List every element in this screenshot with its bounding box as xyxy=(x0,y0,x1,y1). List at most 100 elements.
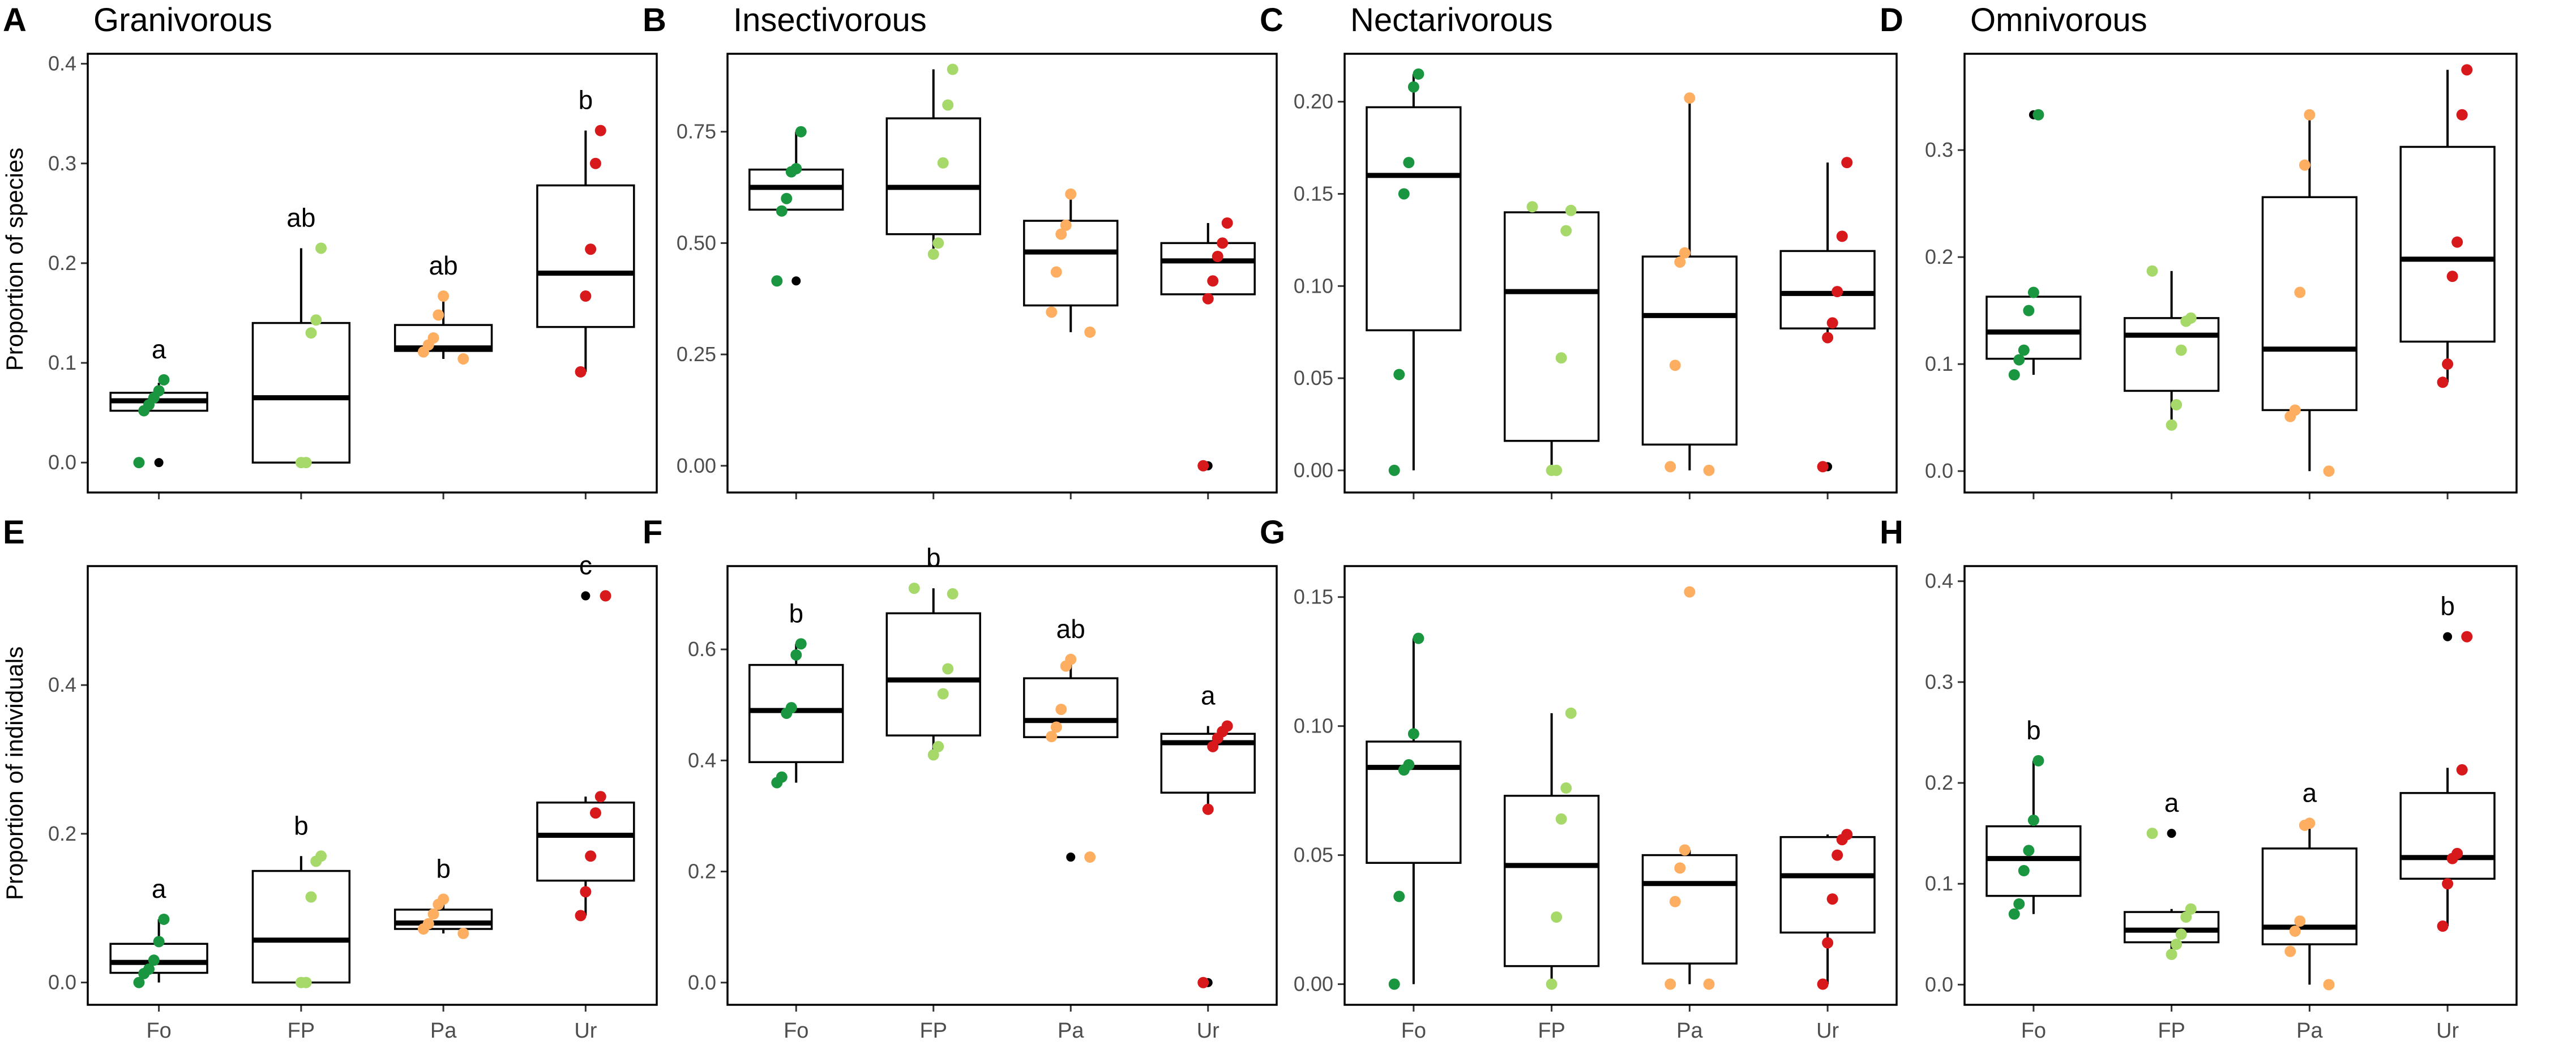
data-point xyxy=(932,237,944,249)
box-iqr xyxy=(1986,295,2082,360)
panel-c: C Nectarivorous 0.00 0.05 0.10 0.15 0.20 xyxy=(1260,2,1898,499)
panel-e-y-tick-label: 0.0 xyxy=(48,971,76,994)
data-point xyxy=(2461,631,2473,643)
data-point xyxy=(305,327,317,339)
data-point xyxy=(300,457,312,469)
data-point xyxy=(1836,230,1848,242)
box-c-ur xyxy=(1779,157,1876,473)
data-point xyxy=(942,663,954,675)
panel-d: D Omnivorous 0.0 0.1 0.2 0.3 xyxy=(1880,2,2518,499)
data-point xyxy=(594,791,606,803)
data-point xyxy=(310,314,322,326)
box-outlier xyxy=(1066,853,1076,862)
data-point xyxy=(2456,764,2468,776)
panel-h-y-tick-label: 0.3 xyxy=(1925,670,1953,693)
data-point xyxy=(1841,829,1853,841)
panel-h: H 0.0 0.1 0.2 0.3 0.4 Fo FP Pa Ur b a a b xyxy=(1880,514,2518,1043)
data-point xyxy=(2171,939,2183,950)
data-point xyxy=(2442,358,2454,370)
panel-b-y-tick-label: 0.75 xyxy=(677,120,716,143)
data-point xyxy=(1841,157,1853,169)
data-point xyxy=(771,275,783,287)
panel-a-y-tick-label: 0.4 xyxy=(48,52,76,75)
data-point xyxy=(2442,878,2454,890)
data-point xyxy=(795,126,807,138)
panel-d-y-tick-label: 0.2 xyxy=(1925,245,1953,268)
box-f-fo: b xyxy=(748,598,844,789)
box-e-fo: a xyxy=(109,874,208,988)
data-point xyxy=(2023,305,2035,316)
box-f-fp: b xyxy=(885,543,981,761)
box-iqr xyxy=(1779,250,1876,329)
panel-f: F 0.0 0.2 0.4 0.6 Fo FP Pa Ur b b ab a xyxy=(643,514,1278,1043)
data-point xyxy=(1393,369,1405,380)
data-point xyxy=(2304,109,2316,121)
panel-b-title: Insectivorous xyxy=(733,2,927,38)
panel-f-x-tick-label: Pa xyxy=(1058,1019,1084,1043)
data-point xyxy=(1551,464,1563,476)
panel-a-y-tick-label: 0.3 xyxy=(48,152,76,175)
panel-c-y-tick-label: 0.05 xyxy=(1294,366,1333,389)
box-iqr xyxy=(1641,255,1738,446)
data-point xyxy=(305,891,317,903)
data-point xyxy=(2013,354,2025,366)
box-outlier xyxy=(154,458,164,468)
box-iqr xyxy=(251,322,351,464)
box-b-fp xyxy=(885,63,981,260)
data-point xyxy=(1207,740,1219,752)
data-point xyxy=(422,918,434,930)
data-point xyxy=(133,457,145,469)
box-d-ur xyxy=(2399,64,2496,388)
data-point xyxy=(2299,159,2310,171)
data-point xyxy=(1565,204,1577,216)
panel-e-x-tick-label: Ur xyxy=(574,1019,597,1043)
sig-letter-a-ur: b xyxy=(579,85,593,115)
panel-a-frame xyxy=(87,53,658,494)
data-point xyxy=(575,910,587,922)
panel-g-x-tick-label: Pa xyxy=(1676,1019,1703,1043)
data-point xyxy=(1050,266,1062,278)
data-point xyxy=(1703,464,1715,476)
box-iqr xyxy=(1366,106,1462,332)
data-point xyxy=(1560,782,1572,794)
data-point xyxy=(158,374,170,386)
panel-f-y-tick-label: 0.0 xyxy=(688,971,716,994)
box-iqr xyxy=(1023,220,1119,307)
data-point xyxy=(1403,157,1415,169)
data-point xyxy=(1407,728,1419,740)
data-point xyxy=(795,638,807,650)
box-iqr xyxy=(393,909,493,930)
box-a-fo: a xyxy=(109,335,208,469)
data-point xyxy=(1407,81,1419,93)
data-point xyxy=(2175,928,2187,940)
panel-b-letter: B xyxy=(643,2,666,38)
panel-f-y-tick-label: 0.4 xyxy=(688,748,716,772)
data-point xyxy=(1060,219,1072,231)
panel-h-y-tick-label: 0.0 xyxy=(1925,973,1953,996)
data-point xyxy=(2023,845,2035,856)
box-iqr xyxy=(536,184,635,328)
data-point xyxy=(153,385,165,397)
box-d-pa xyxy=(2261,109,2357,477)
box-iqr xyxy=(1023,677,1119,738)
panel-b-frame xyxy=(726,53,1278,494)
data-point xyxy=(1084,851,1096,863)
data-point xyxy=(790,649,802,661)
panel-e-x-tick-label: Pa xyxy=(430,1019,457,1043)
panel-b: B Insectivorous 0.00 0.25 0.50 0.75 xyxy=(643,2,1278,499)
data-point xyxy=(1065,188,1077,200)
panel-f-x-tick-label: Ur xyxy=(1197,1019,1219,1043)
box-c-fo xyxy=(1366,68,1462,476)
box-iqr xyxy=(1641,854,1738,965)
data-point xyxy=(1046,731,1058,743)
data-point xyxy=(2171,399,2183,410)
box-iqr xyxy=(2124,911,2220,944)
data-point xyxy=(1817,978,1829,990)
panel-g-frame xyxy=(1343,565,1898,1006)
data-point xyxy=(1832,849,1843,861)
data-point xyxy=(947,63,958,75)
data-point xyxy=(457,353,469,365)
data-point xyxy=(1526,201,1538,213)
data-point xyxy=(1826,893,1838,905)
data-point xyxy=(438,893,450,905)
